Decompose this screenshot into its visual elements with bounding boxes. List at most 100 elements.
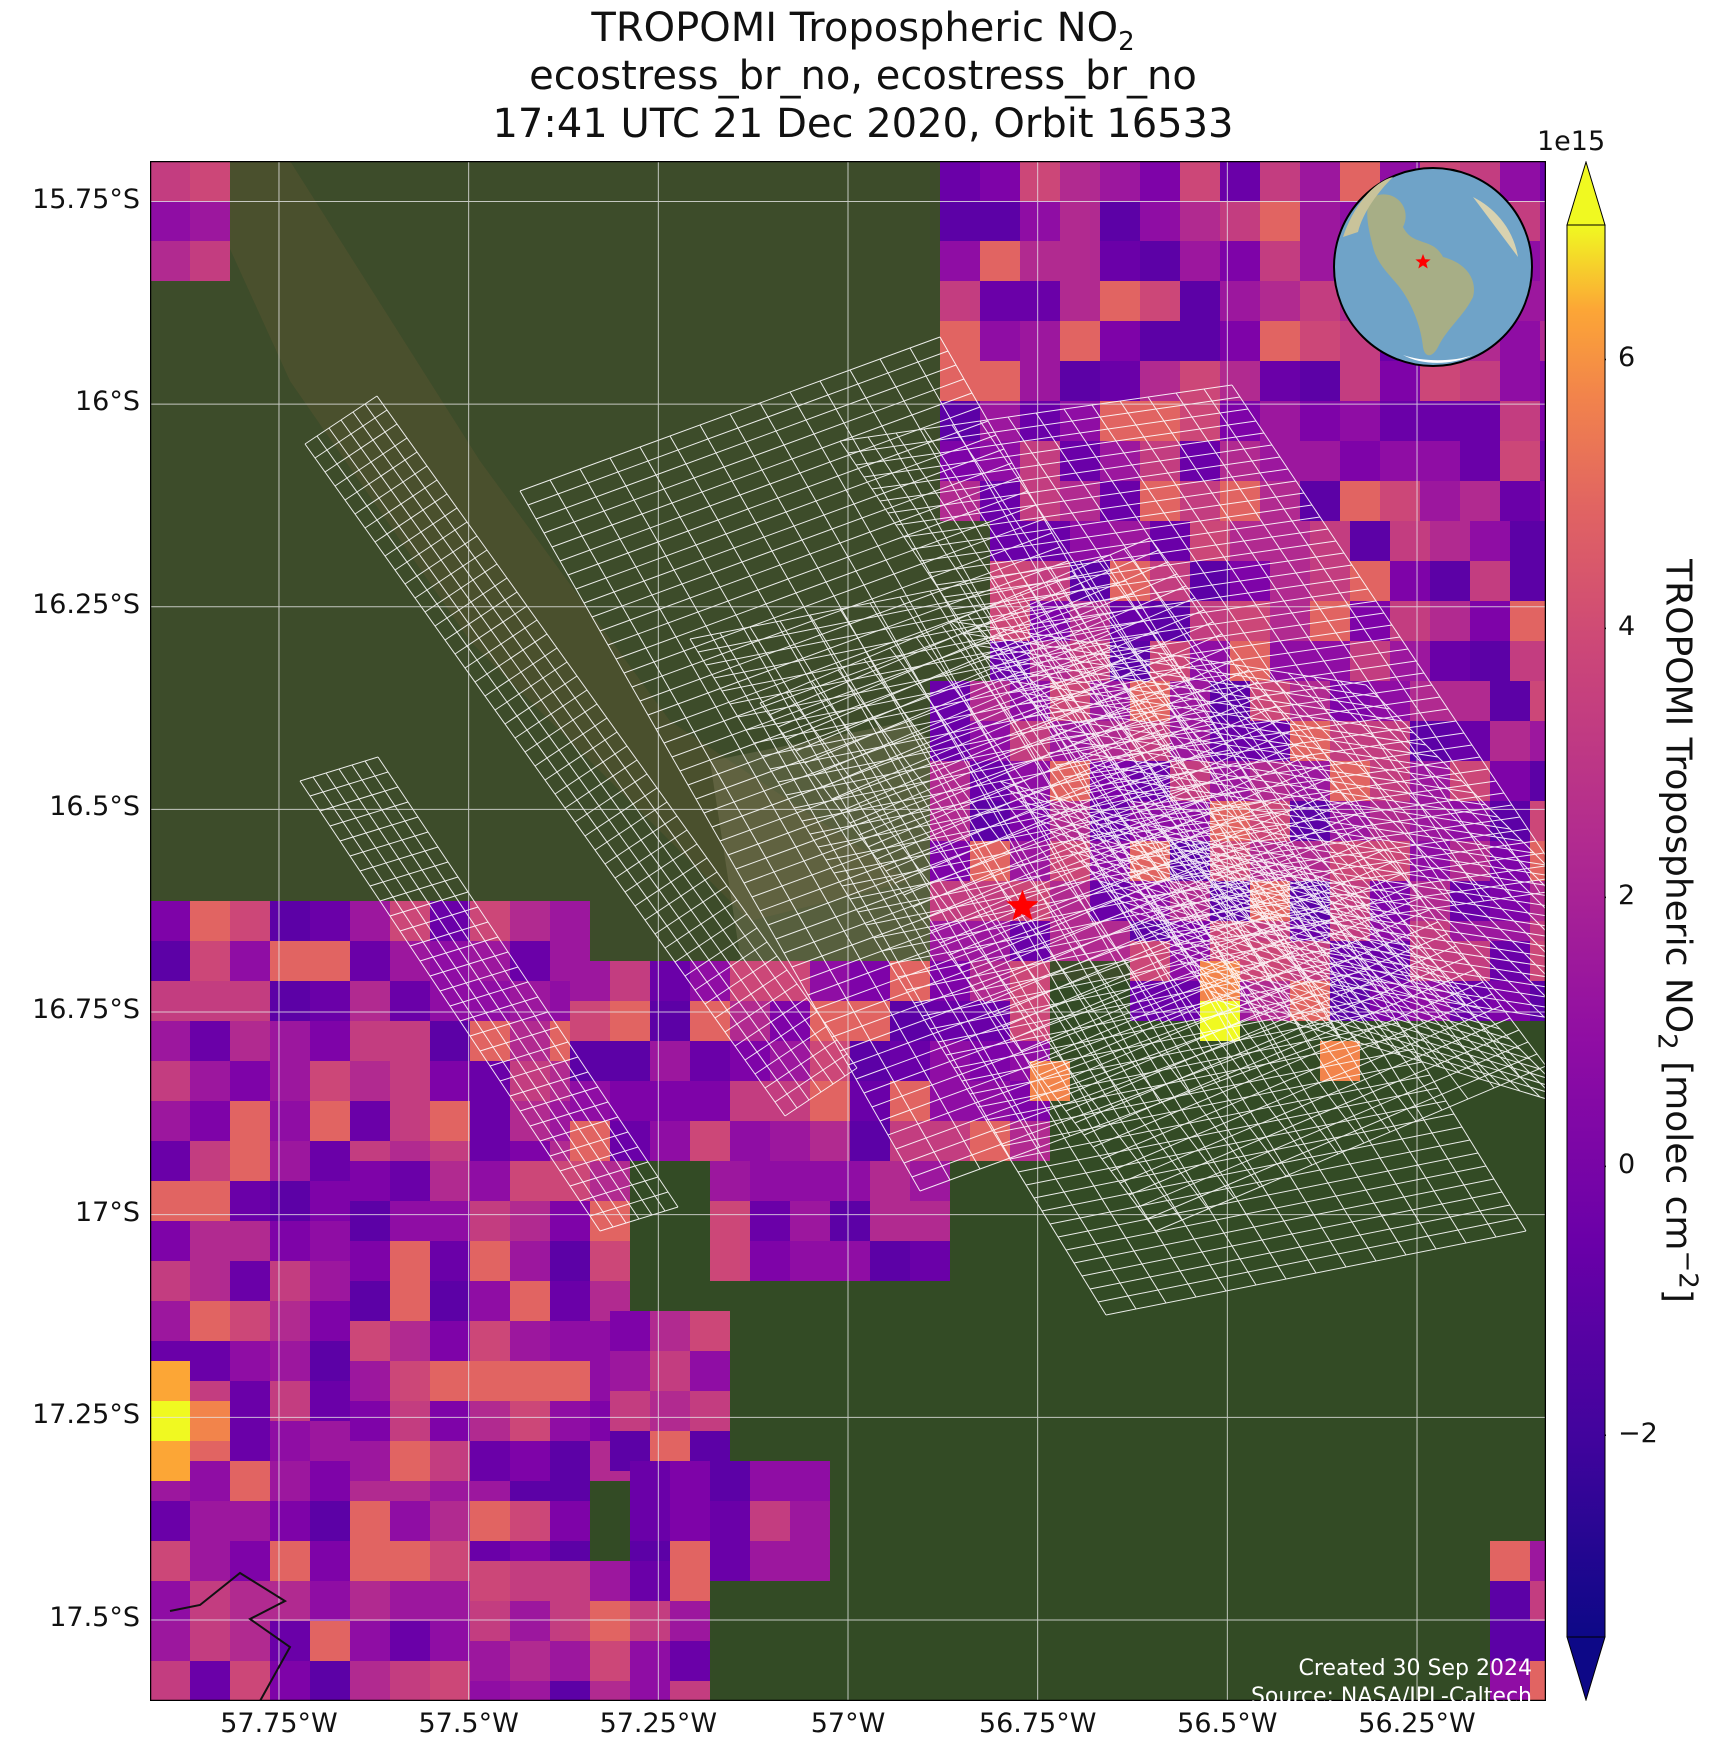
no2-pixel bbox=[470, 1201, 510, 1241]
no2-pixel bbox=[1470, 521, 1510, 561]
no2-pixel bbox=[1220, 361, 1260, 401]
no2-pixel bbox=[1260, 241, 1300, 281]
gridlines bbox=[150, 161, 1546, 1701]
no2-pixel bbox=[1230, 521, 1270, 561]
no2-pixel bbox=[670, 1461, 710, 1501]
no2-pixel bbox=[1300, 161, 1340, 201]
colorbar-tick-label: 0 bbox=[1618, 1149, 1636, 1181]
no2-pixel bbox=[150, 901, 190, 941]
no2-pixel bbox=[1140, 361, 1180, 401]
no2-pixel bbox=[350, 1101, 390, 1141]
no2-pixel bbox=[610, 1391, 650, 1431]
no2-pixel bbox=[270, 1301, 310, 1341]
no2-pixel bbox=[1490, 721, 1530, 761]
no2-pixel bbox=[810, 1121, 850, 1161]
no2-pixel bbox=[390, 941, 430, 981]
no2-pixel bbox=[470, 1601, 510, 1641]
no2-pixel bbox=[190, 1261, 230, 1301]
no2-pixel bbox=[270, 1421, 310, 1461]
no2-pixel bbox=[940, 401, 980, 441]
colorbar-exponent: 1e15 bbox=[1537, 126, 1606, 157]
no2-pixel bbox=[1310, 641, 1350, 681]
no2-pixel bbox=[1300, 321, 1340, 361]
no2-pixel bbox=[1260, 401, 1300, 441]
no2-pixel bbox=[230, 1341, 270, 1381]
no2-pixel bbox=[670, 1641, 710, 1681]
no2-pixel bbox=[430, 1061, 470, 1101]
no2-pixel bbox=[390, 1401, 430, 1441]
no2-pixel bbox=[1260, 161, 1300, 201]
no2-pixel bbox=[670, 1601, 710, 1641]
no2-pixel bbox=[590, 1561, 630, 1601]
no2-pixel bbox=[270, 1061, 310, 1101]
no2-pixel bbox=[1470, 641, 1510, 681]
no2-pixel bbox=[1540, 161, 1546, 201]
no2-pixel bbox=[710, 1241, 750, 1281]
no2-pixel bbox=[610, 961, 650, 1001]
no2-pixel bbox=[1470, 601, 1510, 641]
no2-pixel bbox=[1430, 561, 1470, 601]
lon-tick-label: 57.25°W bbox=[599, 1708, 718, 1739]
no2-pixel bbox=[980, 321, 1020, 361]
no2-pixel bbox=[1020, 321, 1060, 361]
no2-pixel bbox=[1100, 481, 1140, 521]
no2-pixel bbox=[430, 1541, 470, 1581]
no2-pixel bbox=[870, 1161, 910, 1201]
no2-pixel bbox=[1100, 201, 1140, 241]
no2-pixel bbox=[910, 1161, 950, 1201]
no2-pixel bbox=[1430, 641, 1470, 681]
lon-tick-label: 57.5°W bbox=[418, 1708, 519, 1739]
no2-pixel bbox=[350, 1321, 390, 1361]
no2-pixel bbox=[980, 161, 1020, 201]
no2-pixel bbox=[1270, 521, 1310, 561]
no2-pixel bbox=[1300, 201, 1340, 241]
no2-pixel bbox=[190, 161, 230, 201]
no2-pixel bbox=[1430, 521, 1470, 561]
no2-pixel bbox=[310, 901, 350, 941]
no2-pixel bbox=[1220, 201, 1260, 241]
no2-pixel bbox=[1060, 161, 1100, 201]
no2-pixel bbox=[470, 1641, 510, 1681]
no2-pixel bbox=[1180, 241, 1220, 281]
no2-pixel bbox=[350, 1241, 390, 1281]
no2-pixel bbox=[890, 961, 930, 1001]
no2-pixel bbox=[1340, 441, 1380, 481]
no2-pixel bbox=[570, 1081, 610, 1121]
no2-pixel bbox=[1180, 361, 1220, 401]
no2-pixel bbox=[310, 1141, 350, 1181]
no2-pixel bbox=[350, 1621, 390, 1661]
no2-pixel bbox=[190, 901, 230, 941]
no2-pixel bbox=[750, 1241, 790, 1281]
no2-pixel bbox=[1540, 361, 1546, 401]
no2-pixel bbox=[1260, 361, 1300, 401]
no2-pixel bbox=[1380, 401, 1420, 441]
no2-pixel bbox=[610, 1041, 650, 1081]
no2-pixel bbox=[610, 1121, 650, 1161]
no2-pixel bbox=[890, 1121, 930, 1161]
colorbar-tick-label: 4 bbox=[1618, 611, 1636, 643]
no2-pixel bbox=[470, 1241, 510, 1281]
no2-pixel bbox=[390, 1501, 430, 1541]
lat-tick-label: 17°S bbox=[75, 1196, 140, 1228]
no2-pixel bbox=[1510, 601, 1546, 641]
no2-pixel bbox=[1530, 981, 1546, 1021]
no2-pixel bbox=[550, 1501, 590, 1541]
no2-pixel bbox=[1510, 561, 1546, 601]
no2-pixel bbox=[470, 901, 510, 941]
lon-tick-label: 56.25°W bbox=[1358, 1708, 1476, 1739]
no2-pixel bbox=[390, 1621, 430, 1661]
no2-pixel bbox=[1310, 521, 1350, 561]
no2-pixel bbox=[350, 1441, 390, 1481]
no2-pixel bbox=[650, 1311, 690, 1351]
no2-pixel bbox=[150, 941, 190, 981]
no2-pixel bbox=[230, 1381, 270, 1421]
no2-pixel bbox=[230, 1061, 270, 1101]
no2-pixel bbox=[470, 1681, 510, 1701]
no2-pixel bbox=[670, 1561, 710, 1601]
no2-pixel bbox=[1330, 801, 1370, 841]
no2-pixel bbox=[1530, 841, 1546, 881]
no2-pixel bbox=[150, 981, 190, 1021]
no2-pixel bbox=[550, 1561, 590, 1601]
no2-pixel bbox=[510, 901, 550, 941]
no2-pixel bbox=[1220, 241, 1260, 281]
